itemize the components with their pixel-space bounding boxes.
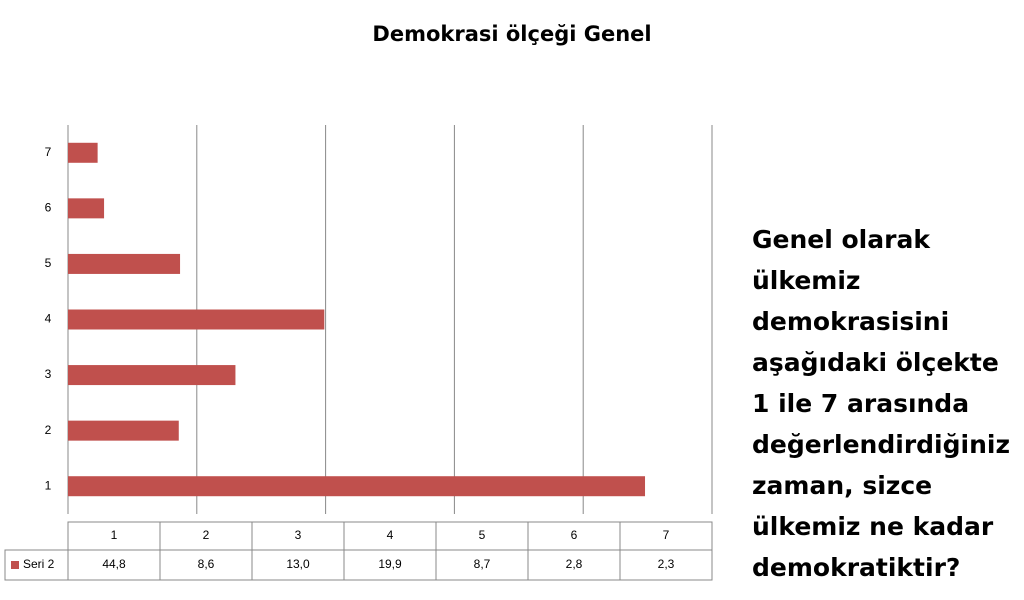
annotation-line: 1 ile 7 arasında [752, 389, 969, 418]
annotation-line: demokratiktir? [752, 553, 960, 582]
y-tick-label: 4 [45, 312, 52, 326]
table-header: 5 [479, 528, 486, 542]
table-header: 7 [663, 528, 670, 542]
annotation-line: demokrasisini [752, 307, 949, 336]
y-tick-label: 5 [45, 256, 52, 270]
table-value: 19,9 [378, 557, 402, 571]
table-value: 44,8 [102, 557, 126, 571]
bar [68, 420, 179, 441]
y-tick-label: 6 [45, 201, 52, 215]
y-tick-label: 7 [45, 145, 52, 159]
annotation-line: değerlendirdiğiniz [752, 430, 1010, 459]
table-value: 2,8 [566, 557, 583, 571]
legend-label: Seri 2 [23, 557, 55, 571]
legend-swatch [11, 561, 19, 569]
annotation-line: aşağıdaki ölçekte [752, 348, 999, 377]
bar [68, 309, 325, 330]
table-border [4, 549, 69, 581]
bar [68, 198, 105, 219]
annotation-line: ülkemiz [752, 266, 860, 295]
y-tick-label: 1 [45, 478, 52, 492]
table-header: 3 [295, 528, 302, 542]
bar [68, 476, 646, 497]
table-value: 8,6 [198, 557, 215, 571]
annotation-line: Genel olarak [752, 225, 931, 254]
table-header: 6 [571, 528, 578, 542]
annotation-line: ülkemiz ne kadar [752, 512, 994, 541]
table-header: 2 [203, 528, 210, 542]
bar [68, 253, 181, 274]
table-value: 8,7 [474, 557, 491, 571]
table-header: 4 [387, 528, 394, 542]
chart-title: Demokrasi ölçeği Genel [372, 22, 651, 46]
y-tick-label: 2 [45, 423, 52, 437]
y-tick-label: 3 [45, 367, 52, 381]
bar [68, 142, 98, 163]
table-value: 2,3 [658, 557, 675, 571]
annotation-line: zaman, sizce [752, 471, 932, 500]
table-header: 1 [111, 528, 118, 542]
bar [68, 365, 236, 386]
table-value: 13,0 [286, 557, 310, 571]
